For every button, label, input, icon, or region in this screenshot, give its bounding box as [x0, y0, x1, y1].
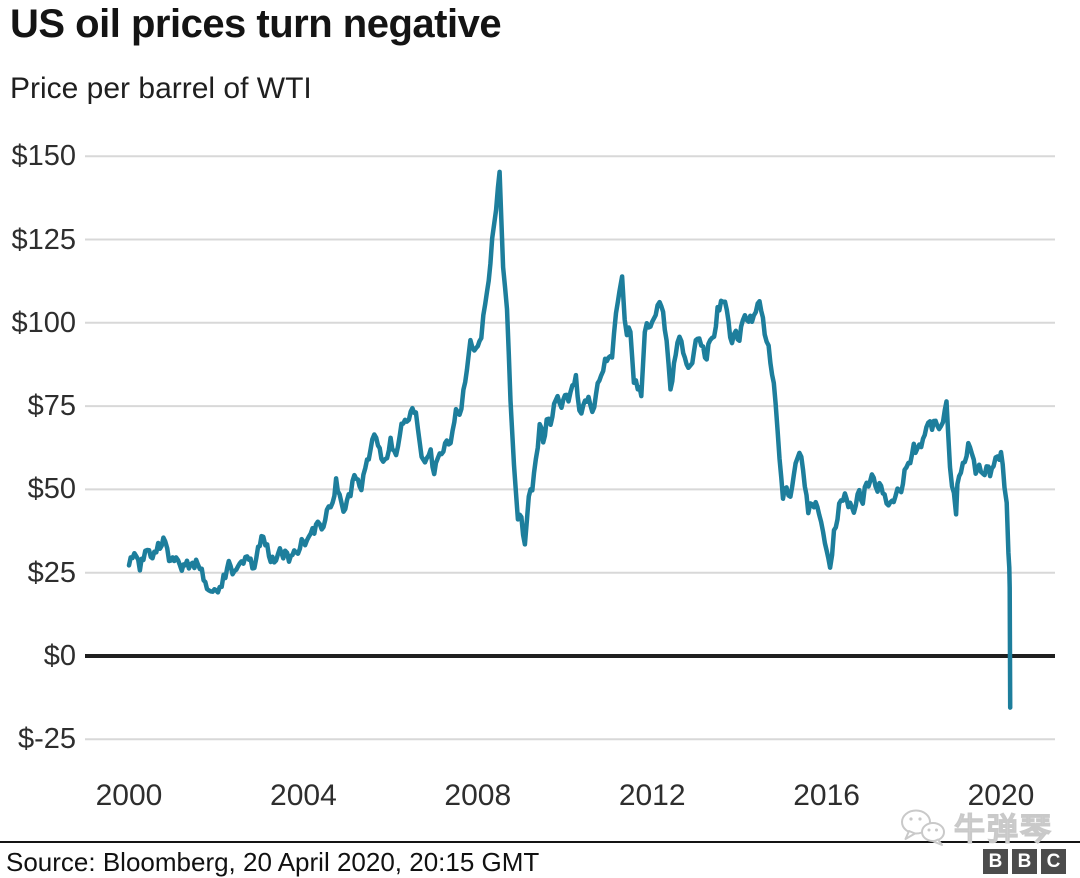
bbc-logo-block: B — [1012, 849, 1037, 874]
y-axis-tick-label: $150 — [11, 140, 76, 173]
y-axis-tick-label: $0 — [43, 640, 76, 672]
footer-divider — [0, 841, 1080, 843]
y-axis-tick-label: $75 — [27, 390, 76, 423]
chart-title: US oil prices turn negative — [10, 2, 502, 46]
wti-price-line — [126, 169, 1013, 710]
x-axis-tick-label: 2004 — [270, 779, 337, 812]
y-axis-tick-label: $100 — [11, 306, 76, 339]
bbc-logo: B B C — [983, 849, 1066, 874]
x-axis-tick-label: 2020 — [967, 779, 1035, 812]
x-axis-tick-label: 2016 — [793, 779, 860, 812]
wechat-icon — [901, 809, 945, 846]
y-axis-tick-label: $-25 — [17, 723, 76, 756]
x-axis-tick-label: 2008 — [444, 779, 512, 812]
x-axis-tick-label: 2012 — [618, 779, 686, 812]
bbc-logo-block: B — [983, 849, 1008, 874]
x-axis-tick-label: 2000 — [95, 779, 163, 812]
watermark: 牛弹琴 — [898, 804, 1053, 849]
watermark-text: 牛弹琴 — [954, 812, 1053, 848]
y-axis-tick-label: $125 — [11, 223, 76, 256]
y-axis-tick-label: $25 — [27, 556, 76, 589]
source-text: Source: Bloomberg, 20 April 2020, 20:15 … — [6, 847, 540, 877]
y-axis-tick-label: $50 — [27, 473, 76, 506]
chart-subtitle: Price per barrel of WTI — [10, 72, 312, 105]
bbc-logo-block: C — [1041, 849, 1066, 874]
